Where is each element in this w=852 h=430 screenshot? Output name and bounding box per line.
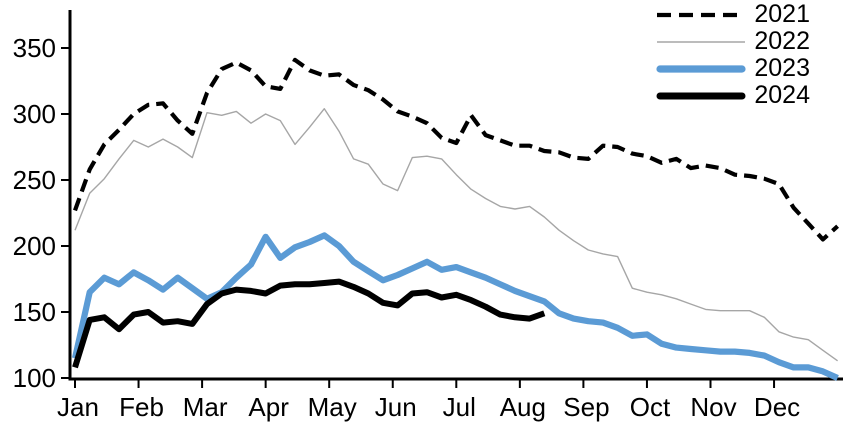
y-tick-label: 300 xyxy=(13,99,56,129)
y-tick-label: 200 xyxy=(13,231,56,261)
series-line-2022 xyxy=(74,108,839,362)
series-line-2021 xyxy=(73,57,840,242)
series-line-2024 xyxy=(72,278,546,369)
x-tick-label: Aug xyxy=(500,392,546,422)
x-tick-label: Nov xyxy=(690,392,736,422)
legend-item-2021: 2021 xyxy=(655,1,810,28)
x-tick-label: May xyxy=(308,392,357,422)
x-tick-label: Apr xyxy=(248,392,289,422)
y-tick-label: 350 xyxy=(13,33,56,63)
legend-line-sample-2024 xyxy=(656,92,746,99)
x-tick-label: Oct xyxy=(630,392,671,422)
legend-label-2023: 2023 xyxy=(754,54,810,82)
legend-label-2022: 2022 xyxy=(754,27,810,55)
legend-item-2023: 2023 xyxy=(655,55,810,82)
legend-line-sample-2021 xyxy=(657,12,746,17)
legend-line-sample-2023 xyxy=(656,64,746,73)
legend-item-2024: 2024 xyxy=(655,82,810,109)
legend-line-sample-2022 xyxy=(657,40,746,43)
legend-label-2021: 2021 xyxy=(754,0,810,28)
y-tick-label: 250 xyxy=(13,165,56,195)
x-tick-label: Mar xyxy=(183,392,228,422)
y-tick-label: 100 xyxy=(13,363,56,393)
legend: 2021 2022 2023 2024 xyxy=(655,1,810,109)
series-line-2023 xyxy=(71,232,839,381)
legend-item-2022: 2022 xyxy=(655,28,810,55)
x-tick-label: Sep xyxy=(563,392,609,422)
x-tick-label: Dec xyxy=(754,392,800,422)
y-tick-label: 150 xyxy=(13,297,56,327)
x-tick-label: Feb xyxy=(119,392,164,422)
x-tick-label: Jun xyxy=(375,392,417,422)
x-tick-label: Jul xyxy=(443,392,476,422)
x-tick-label: Jan xyxy=(57,392,99,422)
legend-label-2024: 2024 xyxy=(754,81,810,109)
